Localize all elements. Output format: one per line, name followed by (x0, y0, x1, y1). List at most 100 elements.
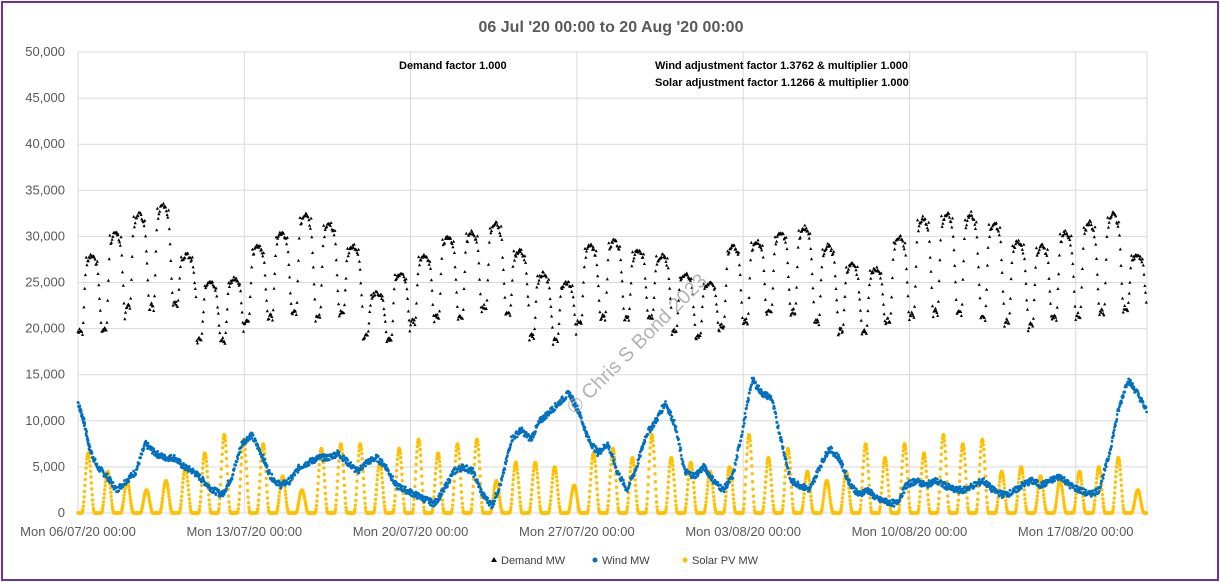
wind-point (231, 473, 235, 476)
solar-point (903, 444, 907, 448)
solar-point (976, 497, 980, 502)
solar-point (82, 500, 86, 504)
solar-point (936, 506, 940, 511)
wind-point (230, 477, 234, 481)
solar-point (243, 453, 248, 457)
wind-point (346, 458, 350, 462)
solar-point (258, 465, 263, 470)
solar-point (744, 475, 748, 479)
solar-point (284, 500, 289, 504)
solar-point (939, 452, 943, 456)
solar-point (807, 475, 811, 479)
solar-point (750, 464, 754, 468)
solar-point (665, 501, 669, 505)
solar-point (87, 453, 91, 457)
solar-point (674, 503, 678, 507)
solar-point (608, 481, 612, 485)
solar-point (926, 493, 930, 497)
wind-point (225, 487, 228, 490)
solar-point (401, 497, 406, 501)
solar-point (749, 449, 753, 454)
solar-point (374, 493, 378, 497)
solar-point (353, 507, 357, 511)
solar-point (671, 472, 676, 477)
solar-point (743, 483, 747, 487)
wind-point (616, 469, 620, 473)
solar-point (220, 446, 225, 450)
solar-point (768, 467, 773, 472)
solar-point (614, 479, 618, 483)
wind-point (88, 445, 92, 449)
solar-point (1023, 497, 1027, 501)
solar-point (745, 446, 749, 450)
solar-point (1092, 506, 1096, 510)
wind-point (982, 477, 986, 480)
solar-point (692, 491, 696, 495)
solar-point (840, 500, 844, 504)
solar-point (557, 504, 562, 509)
wind-point (774, 415, 778, 419)
y-tick-label: 15,000 (25, 367, 65, 382)
solar-point (978, 456, 982, 460)
solar-point (748, 439, 752, 443)
wind-point (632, 474, 636, 478)
solar-point (961, 444, 966, 448)
solar-point (418, 453, 423, 457)
solar-point (470, 497, 475, 502)
wind-point (677, 437, 680, 441)
solar-point (693, 504, 698, 508)
solar-point (920, 466, 924, 470)
solar-point (1118, 467, 1123, 472)
wind-point (581, 422, 585, 426)
solar-point (703, 503, 708, 508)
solar-point (839, 506, 843, 510)
wind-point (974, 484, 978, 488)
solar-point (936, 502, 941, 506)
solar-point (1081, 498, 1086, 503)
wind-point (661, 409, 664, 413)
wind-point (681, 460, 685, 464)
solar-point (587, 495, 592, 499)
solar-point (916, 507, 921, 512)
y-tick-label: 30,000 (25, 228, 65, 243)
solar-point (711, 486, 715, 490)
solar-point (976, 491, 980, 495)
solar-point (340, 447, 344, 451)
solar-point (333, 507, 338, 511)
solar-point (83, 483, 87, 488)
solar-point (220, 459, 224, 464)
wind-point (85, 430, 89, 433)
solar-point (923, 459, 928, 464)
solar-point (497, 495, 502, 499)
solar-point (1055, 493, 1059, 497)
solar-point (223, 439, 228, 443)
wind-point (838, 457, 842, 460)
solar-point (257, 486, 262, 490)
solar-point (317, 468, 321, 473)
solar-point (711, 490, 715, 494)
solar-point (547, 508, 551, 513)
solar-point (83, 477, 88, 482)
solar-point (1118, 463, 1122, 468)
solar-point (690, 467, 694, 472)
solar-point (586, 504, 591, 508)
solar-point (315, 494, 319, 498)
solar-point (554, 471, 558, 475)
solar-point (809, 498, 813, 503)
solar-point (1120, 494, 1125, 498)
wind-point (364, 464, 367, 468)
solar-point (626, 501, 630, 505)
solar-point (412, 497, 416, 502)
solar-point (322, 466, 326, 470)
solar-point (859, 503, 863, 507)
wind-point (734, 463, 737, 466)
wind-point (906, 485, 909, 489)
solar-point (471, 484, 475, 489)
solar-point (316, 488, 320, 492)
solar-point (840, 496, 845, 500)
wind-point (117, 489, 121, 493)
solar-point (219, 467, 223, 471)
wind-point (781, 445, 785, 449)
solar-point (90, 487, 94, 491)
solar-point (457, 457, 462, 461)
